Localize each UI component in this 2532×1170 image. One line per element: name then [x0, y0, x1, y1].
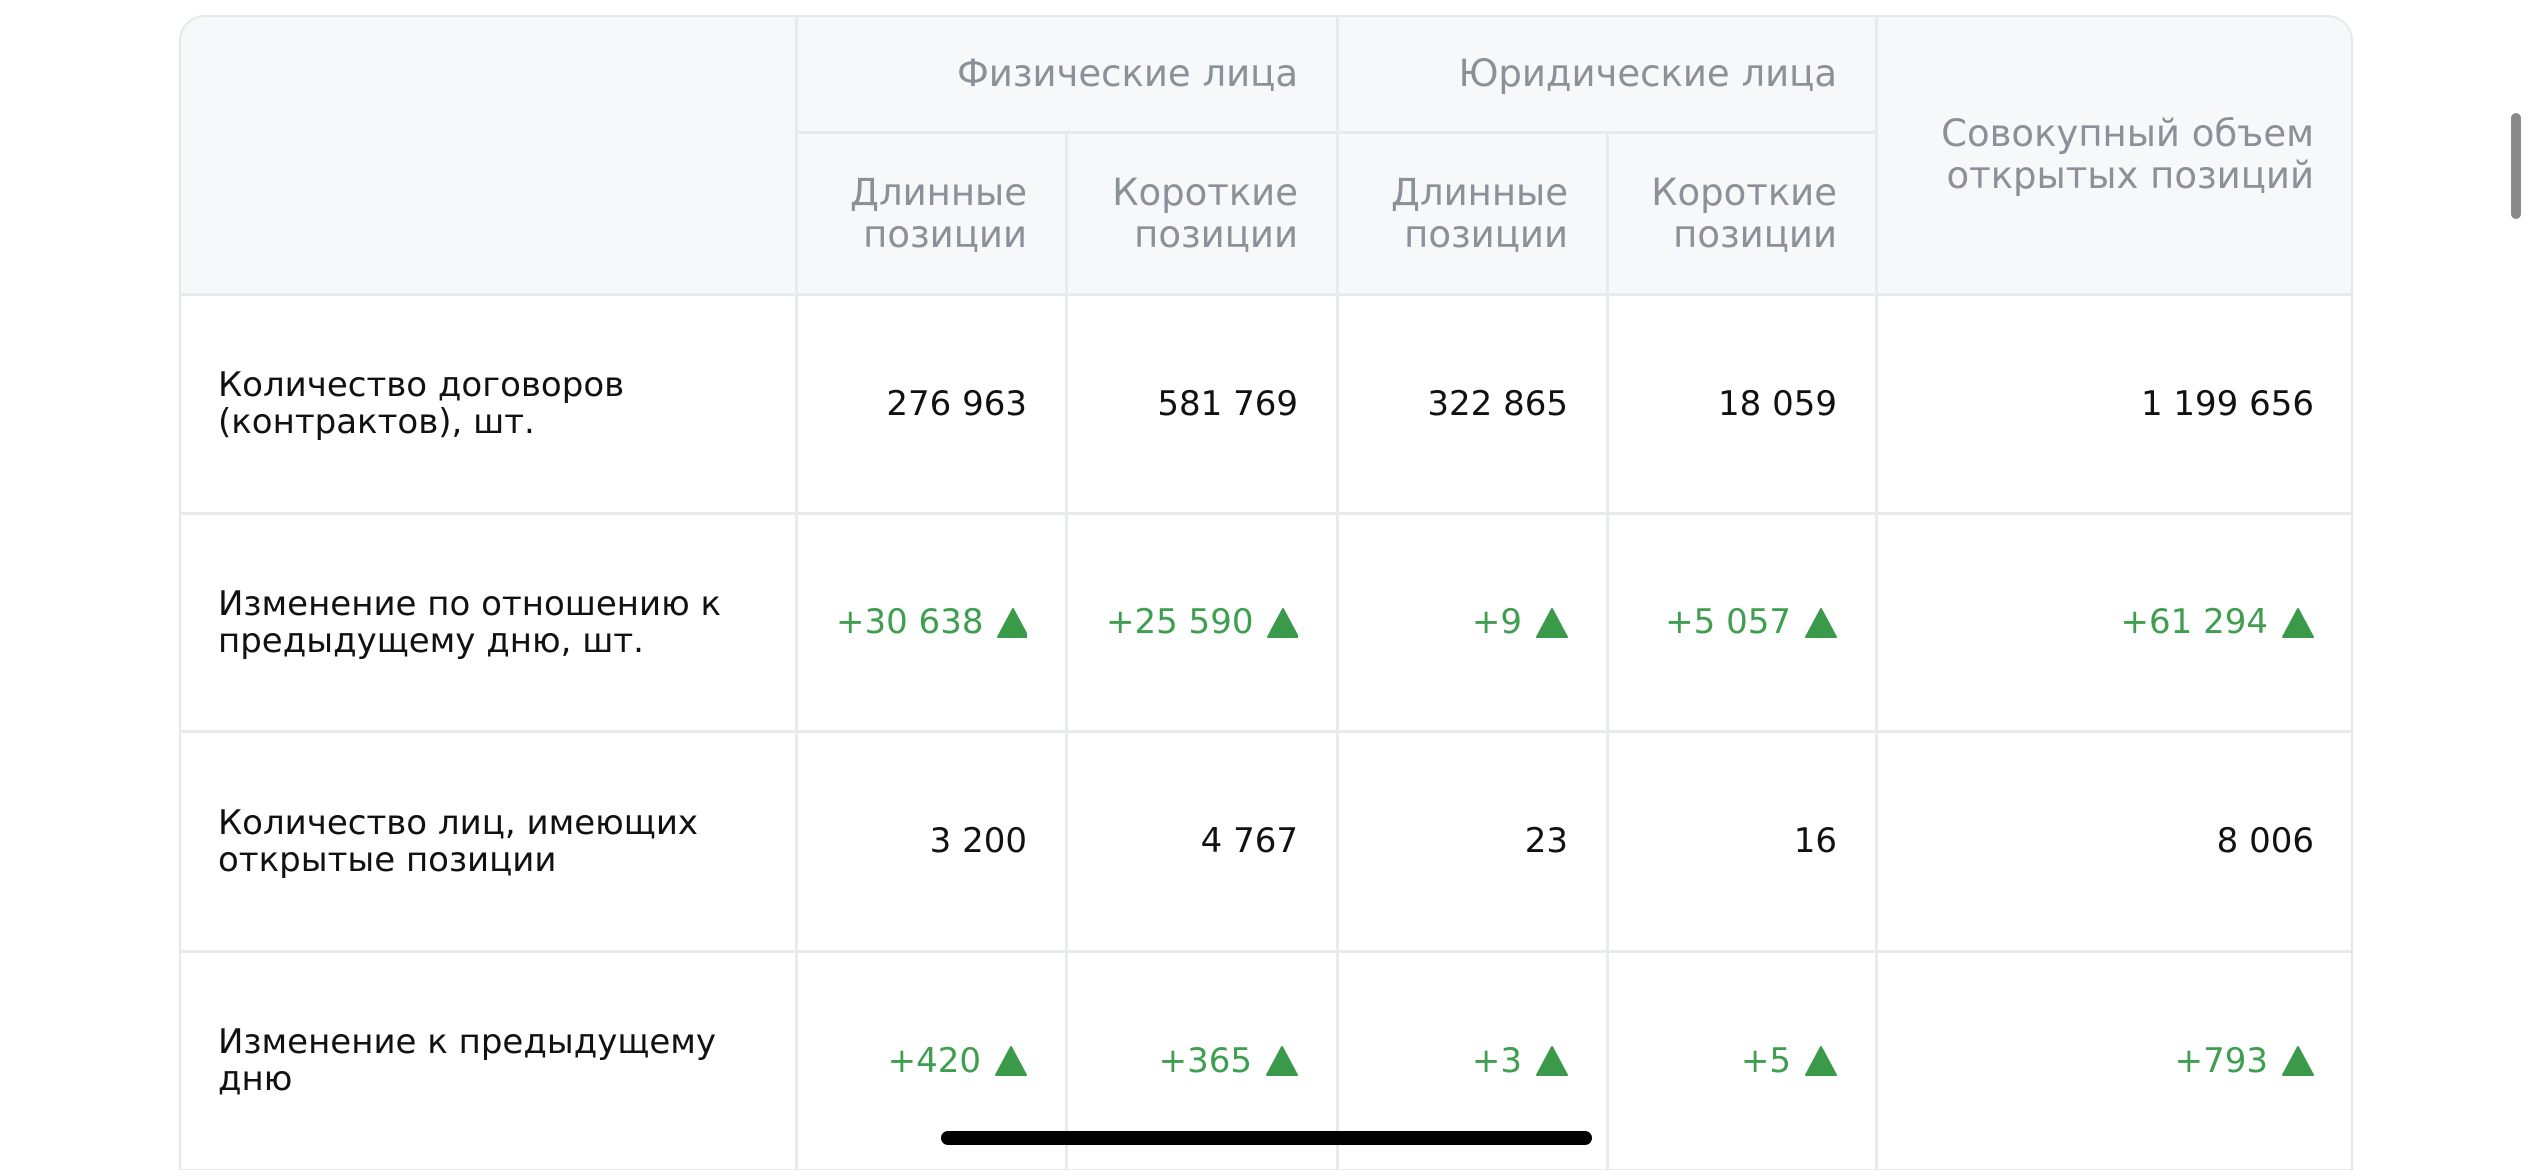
up-arrow	[1805, 1046, 1837, 1076]
up-arrow-icon	[1536, 607, 1568, 638]
value-cell: 16	[1609, 733, 1878, 953]
up-arrow	[2282, 607, 2314, 638]
up-arrow	[997, 607, 1027, 638]
column-title: позиции	[1134, 212, 1298, 256]
value-cell: +5 057	[1609, 515, 1878, 733]
change-value: +61 294	[2120, 602, 2268, 642]
up-arrow-icon	[995, 1046, 1027, 1076]
value-cell: 18 059	[1609, 296, 1878, 515]
up-arrow	[1266, 1046, 1298, 1076]
value-cell: 1 199 656	[1878, 296, 2351, 515]
column-title: открытых позиций	[1946, 154, 2315, 197]
column-title: позиции	[1673, 212, 1837, 256]
value: 8 006	[2216, 821, 2314, 861]
change-value: +3	[1471, 1040, 1522, 1081]
value-cell: 581 769	[1068, 296, 1339, 515]
value-cell: 4 767	[1068, 733, 1339, 953]
column-title: Длинные	[850, 170, 1027, 214]
table: Физические лица Юридические лица Длинные по…	[179, 15, 2353, 1170]
up-arrow	[1805, 607, 1837, 638]
value-cell: 8 006	[1878, 733, 2351, 953]
column-title: Короткие	[1651, 170, 1837, 214]
change-value: +5	[1740, 1040, 1791, 1081]
up-arrow	[995, 1046, 1027, 1076]
group-header: Юридические лица	[1339, 17, 1878, 134]
column-header: Короткие позиции	[1068, 134, 1339, 296]
value: 276 963	[886, 383, 1027, 424]
up-arrow-icon	[1536, 1046, 1568, 1076]
up-arrow	[1267, 607, 1298, 638]
change-value: +793	[2174, 1040, 2268, 1081]
column-title: Короткие	[1112, 170, 1298, 214]
value-cell: 276 963	[798, 296, 1068, 515]
value: 18 059	[1718, 383, 1837, 424]
row-label-text: дню	[218, 1059, 293, 1099]
value: 3 200	[929, 821, 1027, 861]
row-label: Изменение к предыдущему дню	[181, 953, 798, 1170]
up-arrow-icon	[1805, 1046, 1837, 1076]
corner-cell	[181, 17, 798, 296]
change-value: +30 638	[836, 602, 984, 642]
row-label-text: Количество договоров	[218, 365, 625, 405]
value-cell: +25 590	[1068, 515, 1339, 733]
change-value: +5 057	[1665, 602, 1791, 642]
column-title: Совокупный объем	[1941, 112, 2314, 155]
value-cell: 3 200	[798, 733, 1068, 953]
group-header: Физические лица	[798, 17, 1339, 134]
value-cell: +30 638	[798, 515, 1068, 733]
up-arrow-icon	[1805, 607, 1837, 638]
total-header: Совокупный объем открытых позиций	[1878, 17, 2351, 296]
value-cell: +5	[1609, 953, 1878, 1170]
up-arrow	[1536, 1046, 1568, 1076]
change-value: +25 590	[1106, 602, 1254, 642]
column-title: Длинные	[1391, 170, 1568, 214]
scrollbar[interactable]	[2511, 113, 2521, 219]
value: 23	[1524, 821, 1568, 861]
up-arrow-icon	[1266, 1046, 1298, 1076]
row-label: Количество лиц, имеющих открытые позиции	[181, 733, 798, 953]
up-arrow	[1536, 607, 1568, 638]
column-header: Длинные позиции	[798, 134, 1068, 296]
row-label-text: Изменение по отношению к	[218, 583, 722, 624]
value: 16	[1793, 821, 1837, 861]
row-label-text: (контрактов), шт.	[218, 402, 535, 442]
value-cell: 322 865	[1339, 296, 1609, 515]
column-title: позиции	[1404, 212, 1568, 256]
change-value: +365	[1158, 1040, 1252, 1081]
row-label-text: Изменение к предыдущему	[218, 1022, 717, 1062]
value: 4 767	[1200, 821, 1298, 861]
row-label-text: открытые позиции	[218, 839, 557, 880]
row-label: Изменение по отношению к предыдущему дню,…	[181, 515, 798, 733]
value-cell: +9	[1339, 515, 1609, 733]
home-indicator	[941, 1131, 1592, 1145]
up-arrow-icon	[2282, 1046, 2314, 1076]
column-header: Короткие позиции	[1609, 134, 1878, 296]
group-title: Физические лица	[956, 52, 1298, 95]
value: 322 865	[1427, 383, 1568, 424]
up-arrow	[2282, 1046, 2314, 1076]
up-arrow-icon	[1267, 607, 1298, 638]
column-title: позиции	[863, 212, 1027, 256]
value-cell: +420	[798, 953, 1068, 1170]
value-cell: +793	[1878, 953, 2351, 1170]
row-label-text: предыдущему дню, шт.	[218, 620, 644, 661]
change-value: +420	[887, 1040, 981, 1081]
up-arrow-icon	[997, 607, 1027, 638]
value: 1 199 656	[2140, 383, 2314, 424]
group-title: Юридические лица	[1458, 52, 1837, 95]
row-label-text: Количество лиц, имеющих	[218, 802, 699, 843]
value: 581 769	[1157, 383, 1298, 424]
value-cell: +61 294	[1878, 515, 2351, 733]
change-value: +9	[1471, 602, 1522, 642]
row-label: Количество договоров (контрактов), шт.	[181, 296, 798, 515]
column-header: Длинные позиции	[1339, 134, 1609, 296]
value-cell: 23	[1339, 733, 1609, 953]
up-arrow-icon	[2282, 607, 2314, 638]
